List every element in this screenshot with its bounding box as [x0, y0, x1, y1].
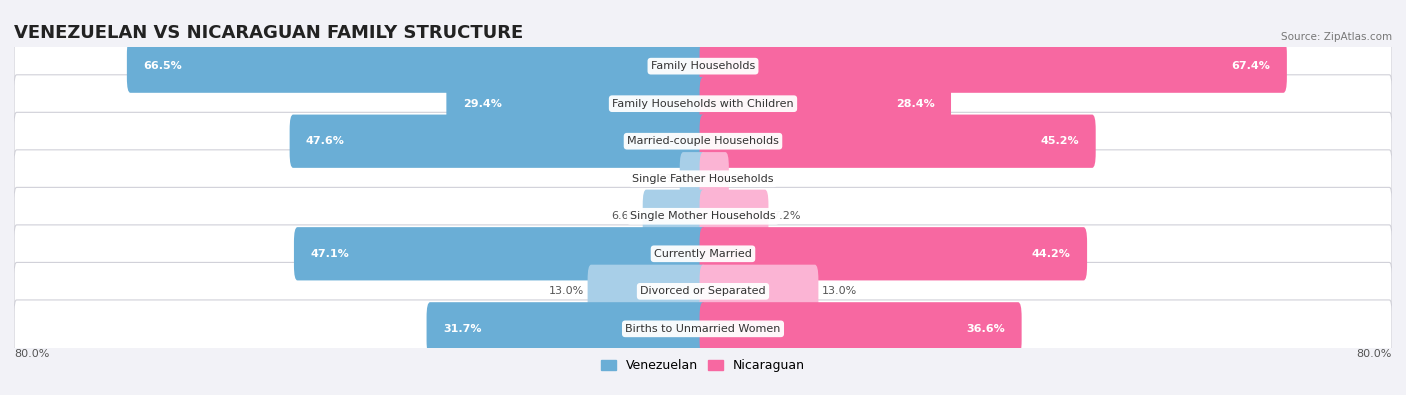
Text: Single Father Households: Single Father Households [633, 174, 773, 184]
Text: 66.5%: 66.5% [143, 61, 181, 71]
FancyBboxPatch shape [127, 40, 706, 93]
Text: 29.4%: 29.4% [463, 99, 502, 109]
FancyBboxPatch shape [700, 227, 1087, 280]
Text: Family Households: Family Households [651, 61, 755, 71]
FancyBboxPatch shape [14, 150, 1392, 208]
Text: Family Households with Children: Family Households with Children [612, 99, 794, 109]
FancyBboxPatch shape [294, 227, 706, 280]
Text: 80.0%: 80.0% [14, 349, 49, 359]
FancyBboxPatch shape [446, 77, 706, 130]
Text: 47.6%: 47.6% [307, 136, 344, 146]
FancyBboxPatch shape [14, 225, 1392, 283]
FancyBboxPatch shape [679, 152, 706, 205]
Text: VENEZUELAN VS NICARAGUAN FAMILY STRUCTURE: VENEZUELAN VS NICARAGUAN FAMILY STRUCTUR… [14, 24, 523, 42]
Text: 13.0%: 13.0% [823, 286, 858, 296]
Text: Single Mother Households: Single Mother Households [630, 211, 776, 221]
Text: 7.2%: 7.2% [772, 211, 800, 221]
FancyBboxPatch shape [14, 187, 1392, 245]
Legend: Venezuelan, Nicaraguan: Venezuelan, Nicaraguan [596, 354, 810, 377]
FancyBboxPatch shape [14, 37, 1392, 95]
FancyBboxPatch shape [700, 190, 769, 243]
FancyBboxPatch shape [700, 152, 728, 205]
FancyBboxPatch shape [700, 40, 1286, 93]
FancyBboxPatch shape [14, 75, 1392, 133]
FancyBboxPatch shape [14, 112, 1392, 170]
Text: 2.6%: 2.6% [733, 174, 761, 184]
Text: Births to Unmarried Women: Births to Unmarried Women [626, 324, 780, 334]
FancyBboxPatch shape [14, 300, 1392, 358]
Text: Married-couple Households: Married-couple Households [627, 136, 779, 146]
Text: 80.0%: 80.0% [1357, 349, 1392, 359]
FancyBboxPatch shape [426, 302, 706, 356]
FancyBboxPatch shape [700, 302, 1022, 356]
Text: 67.4%: 67.4% [1232, 61, 1271, 71]
Text: 6.6%: 6.6% [612, 211, 640, 221]
Text: 44.2%: 44.2% [1032, 249, 1071, 259]
FancyBboxPatch shape [700, 115, 1095, 168]
Text: Currently Married: Currently Married [654, 249, 752, 259]
FancyBboxPatch shape [700, 77, 950, 130]
FancyBboxPatch shape [700, 265, 818, 318]
Text: 28.4%: 28.4% [896, 99, 935, 109]
FancyBboxPatch shape [588, 265, 706, 318]
Text: 2.3%: 2.3% [648, 174, 676, 184]
Text: 13.0%: 13.0% [548, 286, 583, 296]
Text: Source: ZipAtlas.com: Source: ZipAtlas.com [1281, 32, 1392, 42]
FancyBboxPatch shape [14, 262, 1392, 320]
FancyBboxPatch shape [290, 115, 706, 168]
Text: 36.6%: 36.6% [966, 324, 1005, 334]
Text: 31.7%: 31.7% [443, 324, 481, 334]
Text: Divorced or Separated: Divorced or Separated [640, 286, 766, 296]
Text: 45.2%: 45.2% [1040, 136, 1080, 146]
FancyBboxPatch shape [643, 190, 706, 243]
Text: 47.1%: 47.1% [311, 249, 349, 259]
